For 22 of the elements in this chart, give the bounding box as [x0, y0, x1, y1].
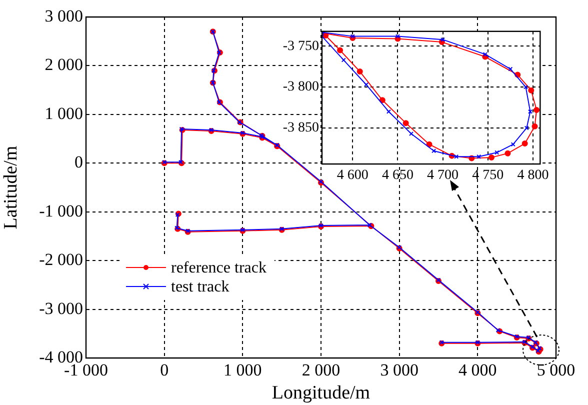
y-tick-label: 3 000 [44, 6, 83, 26]
y-tick-label: -3 750 [282, 38, 319, 54]
legend-label: reference track [171, 260, 266, 277]
x-tick-label: 4 650 [382, 168, 414, 184]
x-tick-label: 1 000 [224, 360, 262, 380]
y-tick-label: 1 000 [44, 104, 83, 123]
y-tick-label: -1 000 [39, 201, 83, 220]
y-tick-label: -3 850 [282, 120, 319, 136]
x-axis-title: Longitude/m [272, 382, 370, 404]
x-tick-label: 4 800 [517, 168, 549, 184]
x-tick-label: 4 700 [427, 168, 459, 184]
x-tick-label: 4 600 [336, 168, 368, 184]
x-tick-label: 0 [160, 360, 169, 380]
y-tick-label: -3 000 [39, 298, 83, 318]
x-tick-label: 3 000 [380, 360, 418, 380]
legend-label: test track [171, 278, 230, 296]
y-axis-title: Latitude/m [0, 146, 22, 230]
y-tick-label: -3 800 [282, 80, 319, 95]
x-tick-label: 4 000 [458, 360, 497, 380]
x-tick-label: 2 000 [302, 360, 340, 380]
y-tick-label: 2 000 [44, 55, 83, 74]
y-tick-label: -2 000 [39, 250, 83, 270]
